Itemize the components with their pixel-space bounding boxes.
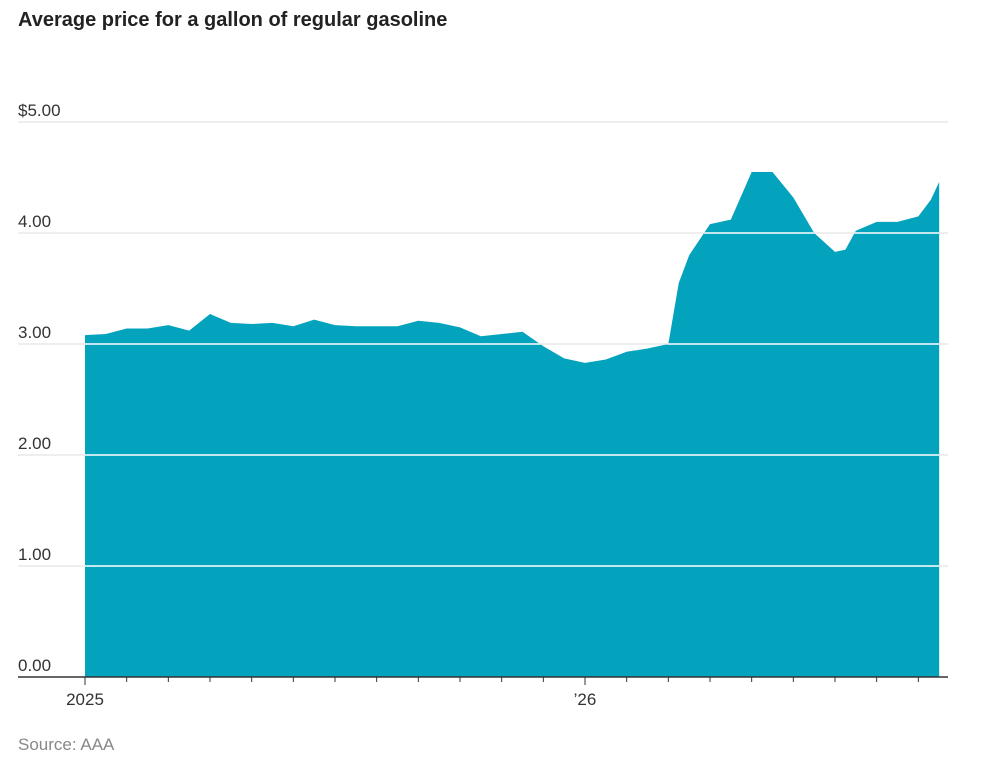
y-tick-label: 2.00 [18,434,51,453]
area [85,171,940,677]
x-tick-label: 2025 [66,690,104,709]
y-tick-label: 3.00 [18,323,51,342]
y-tick-label: 1.00 [18,545,51,564]
chart-title: Average price for a gallon of regular ga… [18,9,447,31]
y-tick-label: $5.00 [18,101,61,120]
source-note: Source: AAA [18,735,115,754]
y-tick-label: 0.00 [18,656,51,675]
y-tick-label: 4.00 [18,212,51,231]
x-tick-label: ’26 [574,690,597,709]
